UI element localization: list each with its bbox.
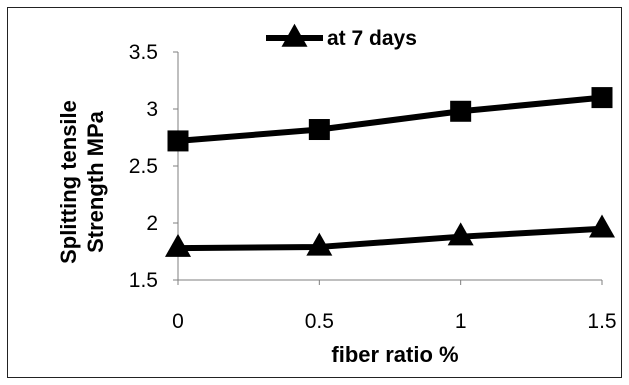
y-axis-title-line-2: Strength MPa xyxy=(83,110,108,253)
x-tick-label: 0.5 xyxy=(305,310,334,333)
y-tick-label: 3 xyxy=(146,98,158,121)
y-tick-label: 1.5 xyxy=(129,269,158,292)
series-1-point xyxy=(450,100,472,122)
x-axis-title: fiber ratio % xyxy=(331,342,458,367)
y-tick-label: 3.5 xyxy=(129,41,158,64)
legend-label: at 7 days xyxy=(327,27,417,50)
series-2-point xyxy=(165,233,191,257)
y-axis-title: Splitting tensile Strength MPa xyxy=(56,100,108,264)
x-tick-label: 1 xyxy=(455,310,467,333)
x-tick-label: 1.5 xyxy=(587,310,616,333)
series-2-point xyxy=(589,214,615,238)
legend-marker-triangle xyxy=(281,23,308,47)
x-tick-label: 0 xyxy=(172,310,184,333)
series-2-point xyxy=(447,222,474,246)
series-1-line xyxy=(177,94,603,144)
y-tick-label: 2 xyxy=(146,212,158,235)
series-1-point xyxy=(308,119,330,141)
series-2-point xyxy=(306,232,333,256)
series-2-line xyxy=(177,225,603,252)
y-axis-title-line-1: Splitting tensile xyxy=(56,100,81,264)
y-tick-label: 2.5 xyxy=(129,155,158,178)
series-1-point xyxy=(167,130,189,152)
chart-frame xyxy=(7,7,622,378)
series-1-point xyxy=(591,87,613,109)
